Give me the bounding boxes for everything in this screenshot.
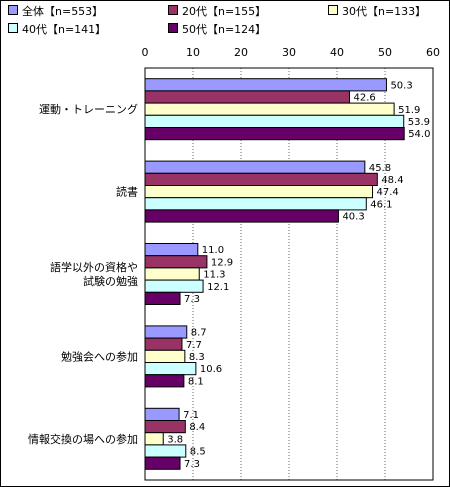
bar (144, 407, 180, 421)
legend-label: 30代【n=133】 (342, 5, 426, 18)
x-tick-label: 0 (142, 46, 149, 59)
x-tick-label: 30 (282, 46, 296, 59)
legend-swatch (328, 5, 338, 15)
bar (144, 243, 199, 257)
data-label: 42.6 (353, 93, 375, 104)
bar (144, 337, 183, 351)
bar (144, 172, 378, 187)
category-label: 試験の勉強 (83, 274, 138, 288)
data-label: 7.3 (184, 294, 200, 305)
bar (144, 420, 186, 434)
category-label: 読書 (116, 185, 138, 199)
bar (144, 160, 366, 174)
legend-label: 40代【n=141】 (22, 23, 106, 36)
category-label: 運動・トレーニング (39, 102, 138, 116)
bar (144, 444, 187, 458)
legend-swatch (168, 23, 178, 33)
bar (144, 127, 405, 141)
bar (144, 114, 405, 129)
data-label: 8.7 (191, 328, 207, 339)
data-label: 48.4 (381, 175, 403, 186)
x-tick-label: 60 (426, 46, 440, 59)
bar (144, 102, 395, 116)
data-label: 8.5 (190, 447, 206, 458)
legend-label: 全体【n=553】 (22, 4, 103, 18)
data-label: 46.1 (370, 199, 392, 210)
data-label: 8.3 (189, 352, 205, 363)
data-label: 8.4 (189, 422, 205, 433)
x-tick-label: 10 (186, 46, 200, 59)
bar (144, 456, 181, 470)
bar (144, 362, 197, 376)
legend-swatch (8, 5, 18, 15)
data-label: 51.9 (398, 105, 420, 116)
bar (144, 209, 339, 223)
bar (144, 185, 374, 199)
bar (144, 255, 208, 269)
data-label: 3.8 (167, 434, 183, 445)
x-tick-label: 20 (234, 46, 248, 59)
data-label: 54.0 (408, 129, 430, 140)
data-label: 7.1 (183, 410, 199, 421)
category-label: 情報交換の場への参加 (28, 432, 138, 446)
data-label: 8.1 (188, 376, 204, 387)
bar (144, 432, 164, 446)
data-label: 50.3 (390, 80, 412, 91)
x-tick-label: 40 (330, 46, 344, 59)
category-label: 語学以外の資格や (50, 260, 138, 274)
bar (144, 78, 387, 92)
data-label: 11.3 (203, 270, 225, 281)
bar (144, 197, 367, 211)
bar (144, 349, 186, 363)
legend-label: 50代【n=124】 (182, 23, 266, 36)
bar (144, 291, 181, 305)
bar (144, 374, 185, 388)
bar (144, 90, 350, 104)
bar (144, 279, 204, 293)
data-label: 53.9 (408, 117, 430, 128)
data-label: 11.0 (202, 245, 224, 256)
bar (144, 325, 188, 339)
data-label: 10.6 (200, 364, 222, 375)
bar (144, 267, 200, 281)
x-tick-label: 50 (378, 46, 392, 59)
legend-swatch (168, 5, 178, 15)
legend-swatch (8, 23, 18, 33)
data-label: 45.8 (369, 163, 391, 174)
legend-label: 20代【n=155】 (182, 5, 266, 18)
data-label: 40.3 (342, 212, 364, 223)
data-label: 12.1 (207, 282, 229, 293)
data-label: 47.4 (377, 187, 399, 198)
data-label: 7.7 (186, 340, 202, 351)
data-label: 12.9 (211, 257, 233, 268)
data-label: 7.3 (184, 459, 200, 470)
category-label: 勉強会への参加 (61, 349, 138, 363)
